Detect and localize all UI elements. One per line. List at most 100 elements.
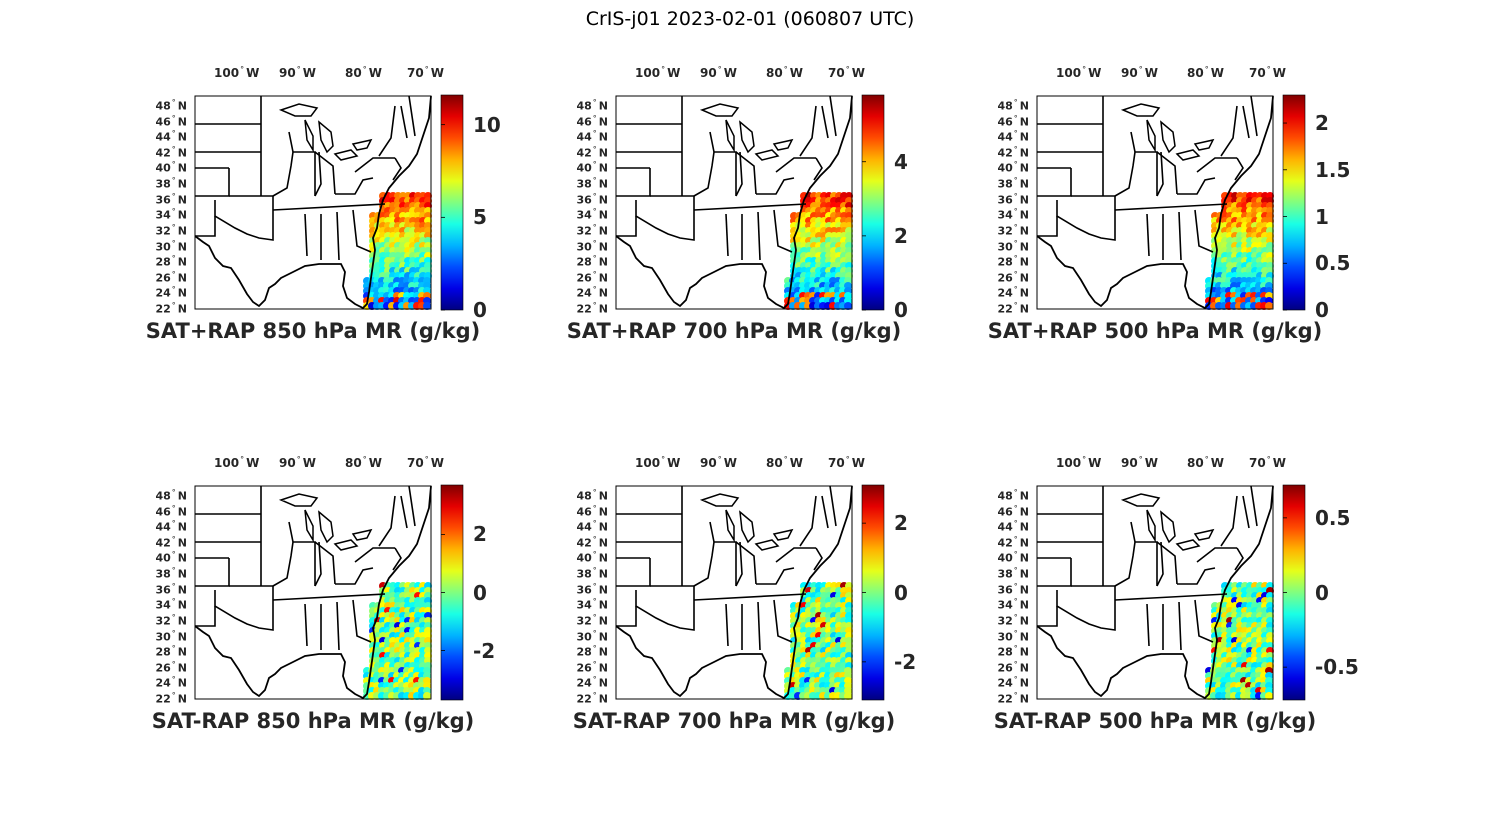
state-border — [799, 495, 817, 547]
lon-tick-label: 80° W — [1187, 455, 1224, 470]
lon-tick-label: 100° W — [214, 65, 260, 80]
lat-tick-label: 48° N — [155, 98, 187, 113]
state-border — [829, 485, 837, 527]
colorbar-tick-label: 1.5 — [1315, 157, 1351, 182]
lat-tick-label: 36° N — [155, 191, 187, 207]
lat-tick-label: 40° N — [155, 160, 187, 176]
state-border — [335, 177, 374, 195]
map-svg — [1036, 484, 1306, 701]
panel-title: SAT+RAP 850 hPa MR (g/kg) — [145, 319, 481, 343]
state-border — [272, 131, 294, 197]
state-border — [195, 216, 216, 237]
state-border — [1242, 105, 1250, 139]
lon-tick-label: 90° W — [700, 65, 737, 80]
state-border — [1114, 521, 1136, 587]
map-svg — [194, 484, 464, 701]
state-border — [1220, 495, 1238, 547]
lat-tick-label: 30° N — [997, 238, 1029, 254]
satellite-swath — [784, 582, 853, 700]
lat-tick-label: 32° N — [576, 612, 608, 628]
state-border — [1156, 151, 1178, 195]
coastline — [1036, 95, 1274, 310]
map-frame — [1036, 95, 1274, 310]
great-lakes — [278, 493, 373, 551]
map-panel: -0.5 0 0.5 100° W 90° W 80° W 70° W 48° N 46° N 44° N 42°… — [967, 445, 1359, 745]
state-border — [735, 151, 743, 197]
state-border — [1234, 157, 1244, 181]
lat-tick-label: 28° N — [576, 644, 608, 659]
lat-tick-label: 26° N — [576, 659, 608, 675]
state-border — [1156, 541, 1164, 587]
state-border — [616, 606, 637, 627]
state-border — [616, 216, 637, 237]
state-border — [1177, 177, 1216, 195]
lat-tick-label: 32° N — [576, 222, 608, 238]
state-border — [1250, 485, 1258, 527]
lat-tick-label: 34° N — [155, 597, 187, 612]
lat-tick-label: 22° N — [576, 691, 608, 706]
state-border — [1156, 151, 1164, 197]
lat-tick-label: 26° N — [997, 269, 1029, 285]
lat-tick-label: 22° N — [155, 301, 187, 316]
coastline — [194, 95, 432, 310]
lat-tick-label: 32° N — [155, 612, 187, 628]
lat-tick-label: 42° N — [576, 144, 608, 160]
lat-tick-label: 38° N — [155, 566, 187, 581]
colorbar-tick-label: 1 — [1315, 204, 1329, 229]
lat-tick-label: 42° N — [576, 534, 608, 550]
lat-tick-label: 30° N — [155, 238, 187, 254]
state-border — [392, 547, 402, 571]
panel-title: SAT-RAP 500 hPa MR (g/kg) — [993, 709, 1317, 733]
state-border — [693, 203, 807, 211]
map-frame — [1036, 485, 1274, 700]
panel-title: SAT+RAP 500 hPa MR (g/kg) — [987, 319, 1323, 343]
lon-tick-label: 90° W — [279, 455, 316, 470]
lon-tick-label: 100° W — [1056, 65, 1102, 80]
lat-tick-label: 42° N — [997, 144, 1029, 160]
state-border — [1194, 599, 1214, 643]
state-border — [1242, 495, 1250, 529]
lat-tick-label: 40° N — [997, 550, 1029, 566]
lat-tick-label: 36° N — [997, 191, 1029, 207]
colorbar — [440, 94, 464, 311]
state-border — [735, 541, 743, 587]
map-svg — [194, 94, 464, 311]
lat-tick-label: 30° N — [997, 628, 1029, 644]
map-svg — [615, 94, 885, 311]
lat-tick-label: 38° N — [997, 176, 1029, 191]
lon-tick-label: 70° W — [828, 65, 865, 80]
map-frame — [194, 485, 432, 700]
state-border — [1037, 216, 1058, 237]
lon-tick-label: 100° W — [635, 455, 681, 470]
state-border — [693, 521, 715, 587]
colorbar-tick-label: 0 — [1315, 298, 1329, 322]
lat-tick-label: 26° N — [155, 659, 187, 675]
lat-tick-label: 48° N — [576, 98, 608, 113]
state-border — [314, 541, 322, 587]
lat-tick-label: 36° N — [997, 581, 1029, 597]
state-border — [799, 105, 817, 157]
lat-tick-label: 40° N — [576, 160, 608, 176]
state-border — [1114, 593, 1228, 601]
state-border — [693, 131, 715, 197]
colorbar-tick-label: 0 — [894, 298, 908, 322]
lat-tick-label: 46° N — [576, 113, 608, 129]
lat-tick-label: 26° N — [576, 269, 608, 285]
colorbar-tick-label: 2 — [473, 522, 487, 547]
lat-tick-label: 28° N — [155, 644, 187, 659]
state-border — [829, 95, 837, 137]
state-border — [813, 157, 823, 181]
colorbar-tick-label: 0 — [894, 580, 908, 605]
lon-tick-label: 80° W — [1187, 65, 1224, 80]
state-border — [335, 567, 374, 585]
state-border — [272, 203, 386, 211]
colorbar-tick-label: 5 — [473, 205, 487, 230]
lat-tick-label: 24° N — [997, 675, 1029, 691]
swath-pixel — [844, 692, 852, 700]
lat-tick-label: 22° N — [155, 691, 187, 706]
lon-tick-label: 80° W — [345, 65, 382, 80]
colorbar-tick-label: -0.5 — [1315, 655, 1359, 680]
lat-tick-label: 36° N — [576, 581, 608, 597]
swath-pixel — [1265, 302, 1273, 310]
map-panel: -2 0 2 100° W 90° W 80° W 70° W 48° N 46° N 44° N 42° N 40°… — [125, 445, 495, 745]
